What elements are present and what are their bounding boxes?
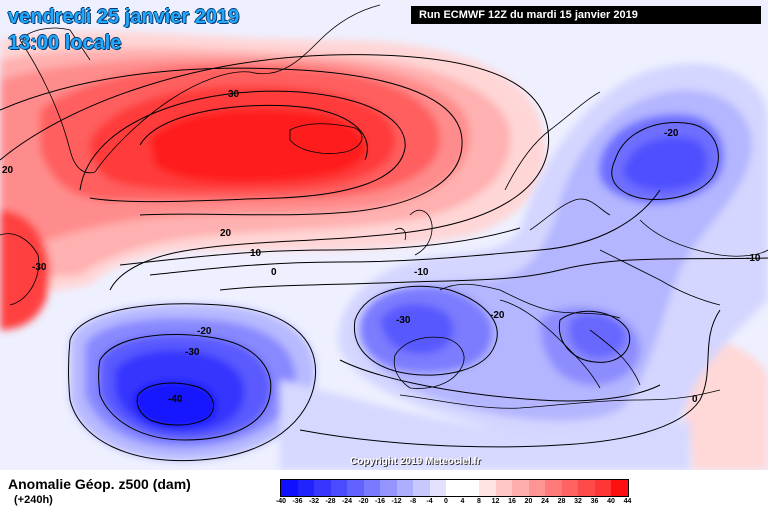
colorbar-swatch (347, 480, 364, 496)
contour-label: -20 (490, 310, 505, 321)
forecast-date: vendredi 25 janvier 2019 (8, 6, 240, 28)
colorbar-swatch (561, 480, 578, 496)
colorbar-swatch (495, 480, 512, 496)
colorbar-swatch (429, 480, 446, 496)
contour-label: 20 (2, 165, 14, 176)
anomaly-map: 30 20 20 10 0 -30 -20 -20 -30 -40 -30 -2… (0, 0, 768, 470)
colorbar-swatch (363, 480, 380, 496)
colorbar-swatch (380, 480, 397, 496)
run-info: Run ECMWF 12Z du mardi 15 janvier 2019 (411, 6, 761, 24)
colorbar-label: 8 (477, 498, 481, 505)
colorbar-swatch (281, 480, 298, 496)
positive-anomaly-field (0, 31, 768, 470)
colorbar-label: -20 (358, 498, 369, 505)
colorbar-swatch (578, 480, 595, 496)
colorbar-label: 24 (541, 498, 549, 505)
colorbar-swatch (314, 480, 331, 496)
contour-label: -20 (664, 128, 679, 139)
colorbar-label: 36 (590, 498, 599, 505)
contour-label: -20 (197, 326, 212, 337)
colorbar-swatch (545, 480, 562, 496)
colorbar-label: 40 (607, 498, 615, 505)
contour-label: 30 (228, 89, 240, 100)
colorbar-swatch (297, 480, 314, 496)
colorbar-label: -32 (308, 498, 320, 505)
contour-label: -10 (414, 267, 429, 278)
colorbar-label: -12 (391, 498, 402, 505)
colorbar-label: -28 (325, 498, 336, 505)
colorbar-label: -40 (275, 498, 287, 505)
contour-label: -10 (746, 253, 761, 264)
coastlines (0, 4, 768, 409)
copyright: Copyright 2019 Meteociel.fr (350, 456, 481, 467)
lead-time: (+240h) (14, 494, 53, 506)
colorbar-swatch (479, 480, 496, 496)
contour-label: 0 (271, 267, 277, 278)
forecast-local-time: 13:00 locale (8, 32, 122, 54)
contour-label: -30 (396, 315, 411, 326)
colorbar-label: 20 (524, 498, 533, 505)
contour-label: 20 (220, 228, 232, 239)
colorbar-label: 32 (574, 498, 582, 505)
contour-label: 10 (250, 248, 262, 259)
colorbar-swatch (330, 480, 347, 496)
colorbar-label: -8 (409, 498, 417, 505)
colorbar-swatch (396, 480, 413, 496)
colorbar-swatch (446, 480, 463, 496)
contour-label: 0 (692, 394, 698, 405)
colorbar-label: -24 (341, 498, 353, 505)
colorbar-label: 44 (623, 498, 632, 505)
colorbar-label: -4 (426, 498, 433, 505)
colorbar-label: 4 (460, 498, 465, 505)
colorbar-swatch (594, 480, 611, 496)
colorbar-labels: -40 -36 -32 -28 -24 -20 -16 -12 -8 -4 0 4 8 12 16 20 24 2… (276, 498, 631, 510)
colorbar-swatch (512, 480, 529, 496)
contour-label: -30 (32, 262, 47, 273)
colorbar-label: 28 (557, 498, 566, 505)
colorbar-swatch (611, 480, 628, 496)
contour-lines (0, 54, 768, 462)
colorbar-swatch (413, 480, 430, 496)
contour-label: -30 (185, 347, 200, 358)
colorbar-label: -36 (292, 498, 303, 505)
colorbar-label: -16 (374, 498, 386, 505)
field-title: Anomalie Géop. z500 (dam) (8, 476, 191, 492)
colorbar-label: 16 (508, 498, 516, 505)
contour-label-group: 30 20 20 10 0 -30 -20 -20 -30 -40 -30 -2… (2, 89, 761, 405)
colorbar-swatch (462, 480, 479, 496)
colorbar-swatch (528, 480, 545, 496)
colorbar (280, 479, 629, 497)
colorbar-label: 12 (491, 498, 500, 505)
contour-label: -40 (168, 394, 183, 405)
colorbar-label: 0 (444, 498, 448, 505)
